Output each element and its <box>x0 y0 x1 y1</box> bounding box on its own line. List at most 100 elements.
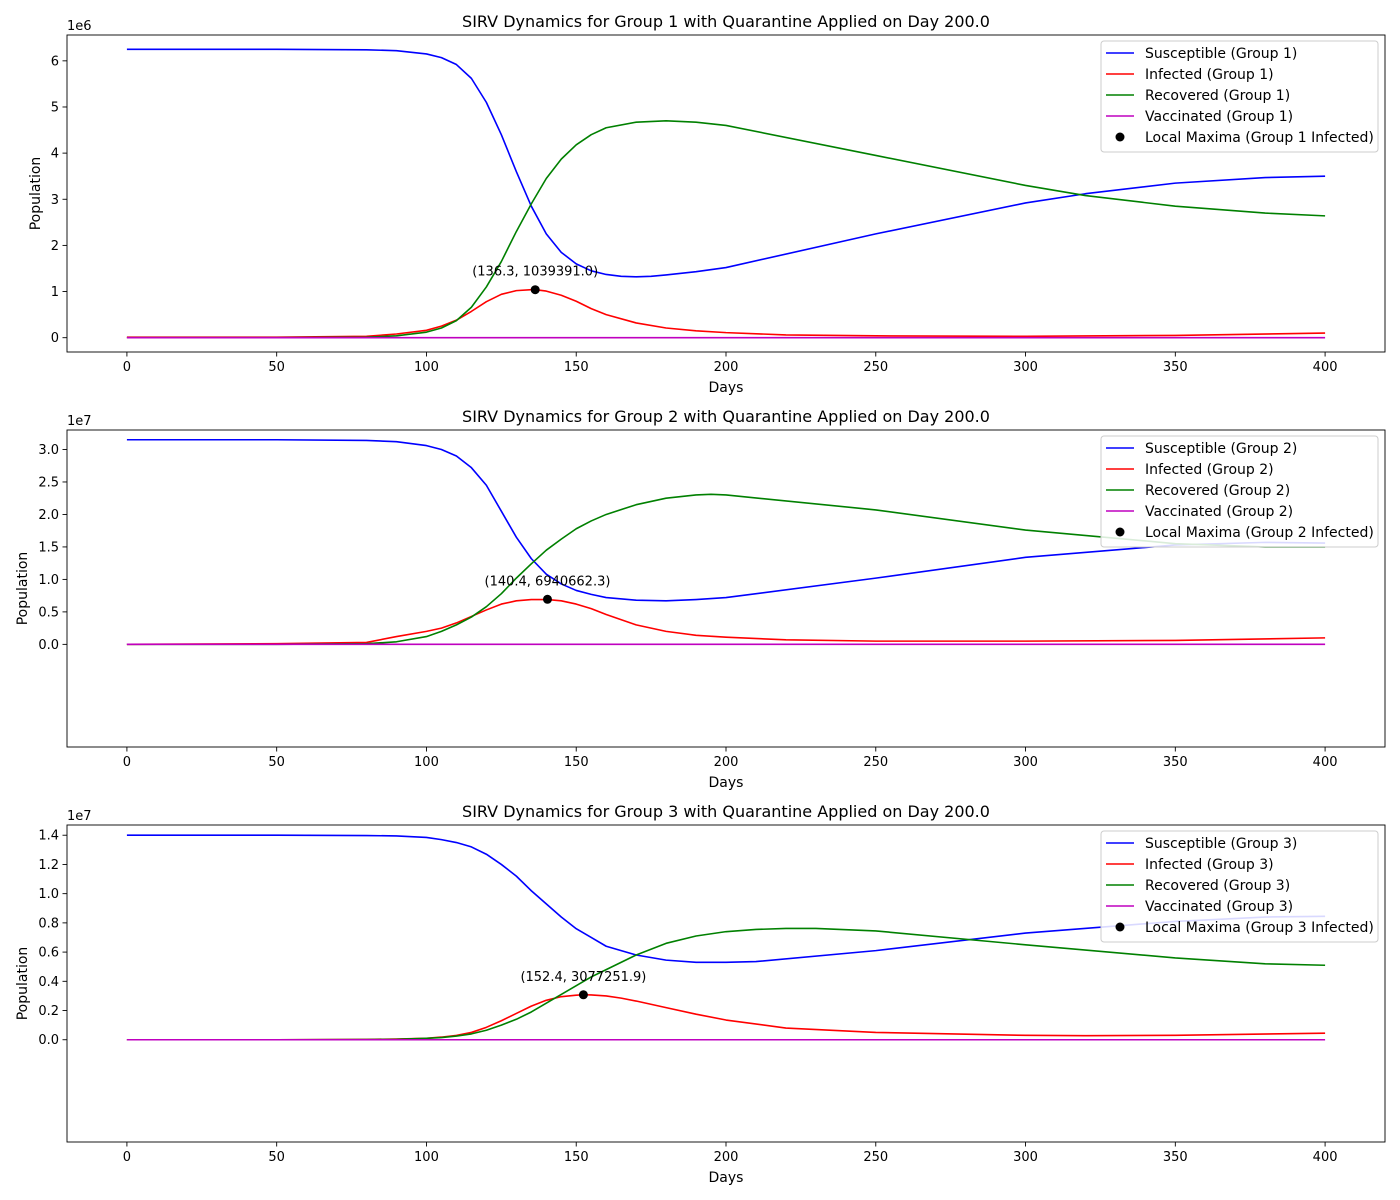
local-maxima-marker <box>530 285 540 295</box>
x-tick-label: 300 <box>1013 360 1038 375</box>
x-tick-label: 0 <box>123 1150 131 1165</box>
x-tick-label: 150 <box>564 1150 589 1165</box>
x-tick-label: 50 <box>268 360 285 375</box>
y-tick-label: 0.0 <box>38 638 59 653</box>
y-tick-label: 4 <box>51 147 59 162</box>
legend-entry: Infected (Group 2) <box>1145 462 1274 478</box>
y-tick-label: 0.8 <box>38 916 59 931</box>
x-tick-label: 50 <box>268 1150 285 1165</box>
x-tick-label: 0 <box>123 755 131 770</box>
y-offset-label: 1e6 <box>67 19 92 34</box>
legend-maxima-marker <box>1115 922 1125 932</box>
legend-entry: Vaccinated (Group 1) <box>1145 109 1293 125</box>
y-tick-label: 3.0 <box>38 443 59 458</box>
y-tick-label: 6 <box>51 54 59 69</box>
legend-box <box>1100 830 1379 943</box>
x-tick-label: 200 <box>714 755 739 770</box>
x-tick-label: 300 <box>1013 755 1038 770</box>
chart-title: SIRV Dynamics for Group 3 with Quarantin… <box>462 802 990 821</box>
legend-entry: Recovered (Group 1) <box>1145 88 1290 104</box>
legend-entry: Local Maxima (Group 1 Infected) <box>1145 130 1374 146</box>
legend-entry: Vaccinated (Group 3) <box>1145 899 1293 915</box>
x-tick-label: 100 <box>414 755 439 770</box>
y-tick-label: 1.2 <box>38 858 59 873</box>
x-tick-label: 250 <box>863 360 888 375</box>
legend-entry: Susceptible (Group 1) <box>1145 46 1297 62</box>
y-tick-label: 1.5 <box>38 540 59 555</box>
series-line-recovered-group-2 <box>126 493 1326 646</box>
local-maxima-marker <box>542 594 552 604</box>
local-maxima-annotation: (136.3, 1039391.0) <box>472 265 598 280</box>
y-tick-label: 0.0 <box>38 1033 59 1048</box>
x-tick-label: 400 <box>1313 360 1338 375</box>
series-line-susceptible-group-1 <box>126 48 1326 278</box>
series-line-infected-group-2 <box>126 598 1326 646</box>
y-tick-label: 2.0 <box>38 508 59 523</box>
x-tick-label: 100 <box>414 1150 439 1165</box>
local-maxima-annotation: (140.4, 6940662.3) <box>485 574 611 589</box>
x-tick-label: 50 <box>268 755 285 770</box>
chart-title: SIRV Dynamics for Group 1 with Quarantin… <box>462 12 990 31</box>
legend-entry: Susceptible (Group 2) <box>1145 441 1297 457</box>
y-tick-label: 1.4 <box>38 829 59 844</box>
local-maxima-annotation: (152.4, 3077251.9) <box>520 970 646 985</box>
legend-entry: Susceptible (Group 3) <box>1145 836 1297 852</box>
series-line-susceptible-group-2 <box>126 438 1326 602</box>
y-tick-label: 0.6 <box>38 946 59 961</box>
y-tick-label: 0.5 <box>38 605 59 620</box>
series-line-infected-group-3 <box>126 993 1326 1041</box>
x-tick-label: 100 <box>414 360 439 375</box>
local-maxima-marker <box>578 990 588 1000</box>
y-tick-label: 3 <box>51 193 59 208</box>
x-axis-label: Days <box>709 775 744 791</box>
x-tick-label: 150 <box>564 360 589 375</box>
x-tick-label: 400 <box>1313 1150 1338 1165</box>
legend-maxima-marker <box>1115 132 1125 142</box>
legend-entry: Recovered (Group 3) <box>1145 878 1290 894</box>
chart-panel-3: (152.4, 3077251.9) 0 50 100 150 200 250 300 350 4… <box>15 802 1386 1186</box>
series-line-recovered-group-3 <box>126 927 1326 1041</box>
y-tick-label: 1.0 <box>38 573 59 588</box>
legend-entry: Vaccinated (Group 2) <box>1145 504 1293 520</box>
x-tick-label: 200 <box>714 1150 739 1165</box>
y-tick-label: 1 <box>51 285 59 300</box>
legend: Susceptible (Group 2) Infected (Group 2) R… <box>1100 435 1379 548</box>
chart-title: SIRV Dynamics for Group 2 with Quarantin… <box>462 407 990 426</box>
y-tick-label: 1.0 <box>38 887 59 902</box>
legend-entry: Recovered (Group 2) <box>1145 483 1290 499</box>
y-tick-label: 0.4 <box>38 975 59 990</box>
legend-entry: Infected (Group 3) <box>1145 857 1274 873</box>
chart-panel-2: (140.4, 6940662.3) 0 50 100 150 200 250 300 350 4… <box>15 407 1386 791</box>
y-tick-label: 0 <box>51 331 59 346</box>
y-axis-label: Population <box>28 157 44 231</box>
legend-box <box>1100 435 1379 548</box>
legend-entry: Local Maxima (Group 2 Infected) <box>1145 525 1374 541</box>
series-line-recovered-group-1 <box>126 120 1326 339</box>
y-tick-label: 0.2 <box>38 1004 59 1019</box>
x-tick-label: 350 <box>1163 755 1188 770</box>
x-tick-label: 350 <box>1163 1150 1188 1165</box>
y-offset-label: 1e7 <box>67 414 92 429</box>
x-tick-label: 250 <box>863 755 888 770</box>
y-axis-label: Population <box>15 947 31 1021</box>
chart-panel-1: (136.3, 1039391.0)0 50 100 150 200 250 300 350 4… <box>28 12 1386 396</box>
legend: Susceptible (Group 1) Infected (Group 1) R… <box>1100 40 1379 153</box>
x-tick-label: 150 <box>564 755 589 770</box>
legend: Susceptible (Group 3) Infected (Group 3) R… <box>1100 830 1379 943</box>
y-offset-label: 1e7 <box>67 809 92 824</box>
x-tick-label: 400 <box>1313 755 1338 770</box>
legend-entry: Local Maxima (Group 3 Infected) <box>1145 920 1374 936</box>
y-axis-label: Population <box>15 552 31 626</box>
y-tick-label: 5 <box>51 100 59 115</box>
series-line-susceptible-group-3 <box>126 834 1326 964</box>
x-axis-label: Days <box>709 1170 744 1186</box>
x-tick-label: 200 <box>714 360 739 375</box>
x-axis-label: Days <box>709 380 744 396</box>
x-tick-label: 250 <box>863 1150 888 1165</box>
x-tick-label: 350 <box>1163 360 1188 375</box>
x-tick-label: 300 <box>1013 1150 1038 1165</box>
y-tick-label: 2 <box>51 239 59 254</box>
legend-maxima-marker <box>1115 527 1125 537</box>
x-tick-label: 0 <box>123 360 131 375</box>
